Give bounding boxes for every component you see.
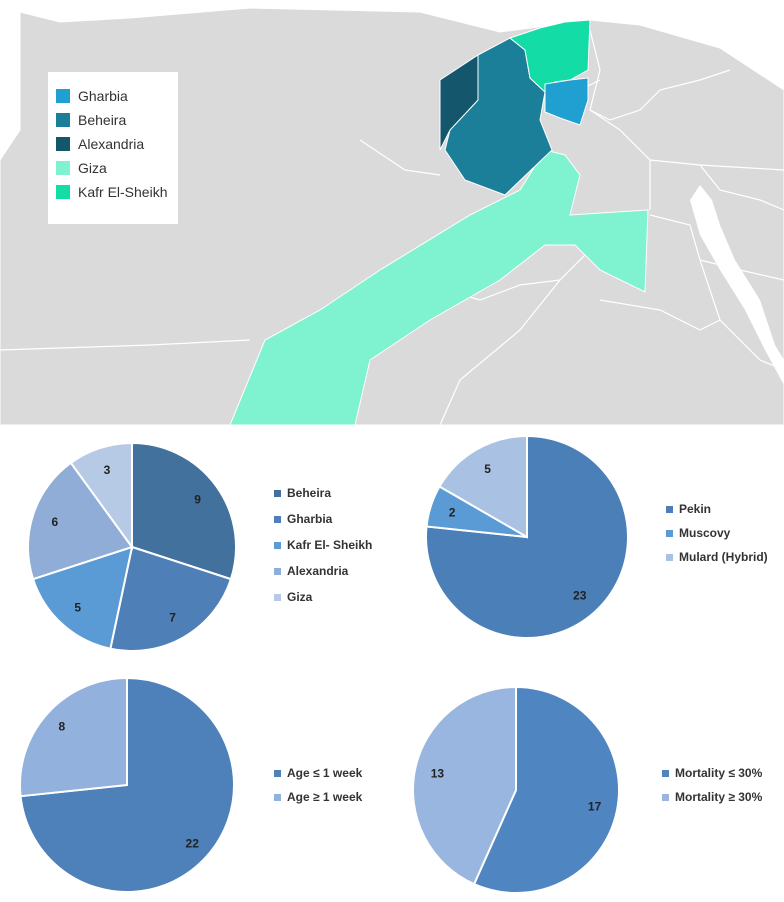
data-label-beheira: 9 bbox=[194, 492, 201, 506]
data-label-mortality-30: 13 bbox=[431, 766, 445, 780]
pie-legend-age: Age ≤ 1 week Age ≥ 1 week bbox=[274, 762, 394, 810]
egypt-land bbox=[0, 7, 784, 425]
pie-slice-mortality-30 bbox=[412, 685, 517, 886]
pie-slice-beheira bbox=[131, 441, 237, 581]
pie-slice-giza bbox=[69, 441, 133, 551]
map-legend-item: Alexandria bbox=[56, 132, 144, 156]
legend-label: Mortality ≤ 30% bbox=[675, 766, 763, 780]
legend-item-alexandria: Alexandria bbox=[274, 560, 348, 582]
legend-swatch bbox=[274, 769, 281, 777]
legend-label: Beheira bbox=[78, 112, 127, 128]
legend-swatch bbox=[56, 89, 70, 103]
pie-slice-age-1-week bbox=[19, 676, 128, 798]
region-gharbia bbox=[544, 77, 589, 126]
legend-swatch bbox=[56, 113, 70, 127]
legend-label: Age ≤ 1 week bbox=[287, 766, 363, 780]
data-label-gharbia: 7 bbox=[169, 610, 176, 624]
map-legend-item: Giza bbox=[56, 156, 107, 180]
egypt-map bbox=[0, 0, 784, 425]
legend-item-age-1-week: Age ≥ 1 week bbox=[274, 786, 362, 808]
pie-slice-alexandria bbox=[27, 461, 134, 581]
pie-chart-age: 22 8 bbox=[19, 676, 235, 893]
legend-item-muscovy: Muscovy bbox=[666, 522, 730, 544]
legend-swatch bbox=[274, 593, 281, 601]
legend-label: Age ≥ 1 week bbox=[287, 790, 363, 804]
data-label-alexandria: 6 bbox=[52, 515, 59, 529]
legend-item-mortality-30: Mortality ≤ 30% bbox=[662, 762, 762, 784]
legend-item-age-1-week: Age ≤ 1 week bbox=[274, 762, 362, 784]
map-legend-item: Beheira bbox=[56, 108, 126, 132]
legend-label: Gharbia bbox=[78, 88, 128, 104]
legend-label: Muscovy bbox=[679, 526, 731, 540]
data-label-muscovy: 2 bbox=[449, 506, 456, 520]
legend-item-beheira: Beheira bbox=[274, 482, 331, 504]
legend-label: Mortality ≥ 30% bbox=[675, 790, 763, 804]
legend-item-mulard-hybrid: Mulard (Hybrid) bbox=[666, 546, 768, 568]
legend-swatch bbox=[274, 515, 281, 523]
legend-label: Giza bbox=[78, 160, 107, 176]
legend-swatch bbox=[56, 185, 70, 199]
legend-swatch bbox=[666, 505, 673, 513]
sea-shape bbox=[690, 185, 784, 385]
region-alexandria bbox=[439, 54, 479, 151]
data-label-kafr-el-sheikh: 5 bbox=[74, 600, 81, 614]
data-label-giza: 3 bbox=[104, 463, 111, 477]
legend-label: Alexandria bbox=[287, 564, 349, 578]
map-legend-item: Gharbia bbox=[56, 84, 128, 108]
legend-label: Pekin bbox=[679, 502, 712, 516]
legend-swatch bbox=[56, 137, 70, 151]
legend-label: Mulard (Hybrid) bbox=[679, 550, 768, 564]
map-legend: Gharbia Beheira Alexandria Giza Kafr El-… bbox=[48, 72, 178, 224]
legend-item-mortality-30: Mortality ≥ 30% bbox=[662, 786, 762, 808]
pie-chart-breed: 23 2 5 bbox=[425, 434, 629, 639]
pie-slice-mulard-hybrid bbox=[438, 434, 528, 539]
legend-item-gharbia: Gharbia bbox=[274, 508, 332, 530]
data-label-mulard-hybrid: 5 bbox=[484, 462, 491, 476]
region-giza bbox=[229, 149, 649, 425]
legend-swatch bbox=[274, 489, 281, 497]
pie-legend-mortality: Mortality ≤ 30% Mortality ≥ 30% bbox=[662, 762, 782, 810]
legend-item-giza: Giza bbox=[274, 586, 312, 608]
data-label-age-1-week: 8 bbox=[58, 719, 65, 733]
pie-legend-breed: Pekin Muscovy Mulard (Hybrid) bbox=[666, 498, 782, 570]
pie-slice-gharbia bbox=[109, 545, 233, 652]
data-label-pekin: 23 bbox=[573, 589, 587, 603]
map-legend-item: Kafr El-Sheikh bbox=[56, 180, 167, 204]
pie-slice-kafr-el-sheikh bbox=[31, 545, 134, 650]
legend-swatch bbox=[274, 567, 281, 575]
legend-label: Gharbia bbox=[287, 512, 333, 526]
pie-legend-governorate: Beheira Gharbia Kafr El- Sheikh Alexandria G… bbox=[274, 482, 394, 604]
legend-label: Giza bbox=[287, 590, 313, 604]
legend-swatch bbox=[662, 769, 669, 777]
data-label-age-1-week: 22 bbox=[186, 837, 200, 851]
legend-swatch bbox=[666, 553, 673, 561]
data-label-mortality-30: 17 bbox=[588, 800, 602, 814]
legend-swatch bbox=[274, 793, 281, 801]
legend-swatch bbox=[666, 529, 673, 537]
pie-chart-governorate: 9 7 5 6 3 bbox=[27, 441, 237, 652]
legend-item-pekin: Pekin bbox=[666, 498, 711, 520]
pie-slice-mortality-30 bbox=[472, 685, 620, 894]
legend-swatch bbox=[274, 541, 281, 549]
legend-label: Kafr El- Sheikh bbox=[287, 538, 373, 552]
legend-item-kafr-el-sheikh: Kafr El- Sheikh bbox=[274, 534, 372, 556]
legend-swatch bbox=[662, 793, 669, 801]
legend-swatch bbox=[56, 161, 70, 175]
legend-label: Kafr El-Sheikh bbox=[78, 184, 168, 200]
legend-label: Beheira bbox=[287, 486, 332, 500]
legend-label: Alexandria bbox=[78, 136, 145, 152]
